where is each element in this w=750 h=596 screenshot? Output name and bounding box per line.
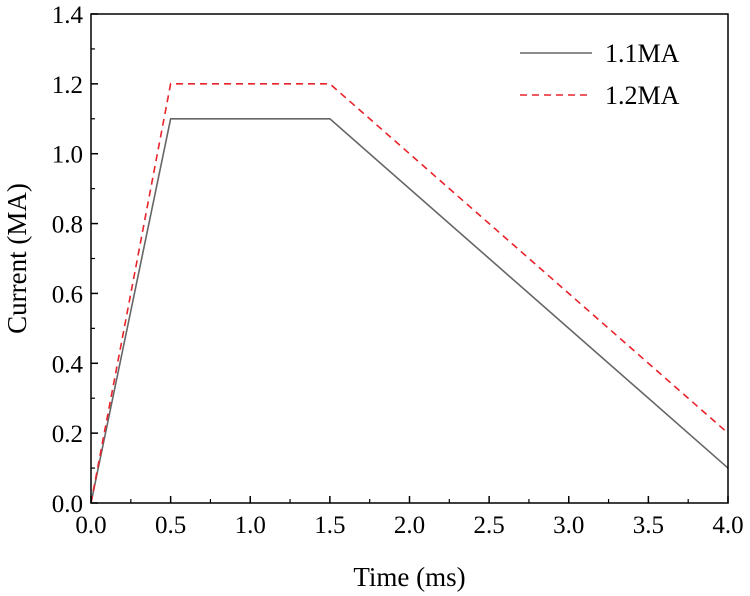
y-tick-label: 1.2 bbox=[52, 72, 83, 99]
series-layer bbox=[90, 83, 729, 504]
x-tick-label: 2.5 bbox=[474, 512, 505, 539]
y-tick-label: 1.4 bbox=[52, 2, 84, 29]
y-tick-label: 1.0 bbox=[52, 142, 83, 169]
x-tick-label: 2.0 bbox=[394, 512, 425, 539]
legend: 1.1MA 1.2MA bbox=[520, 39, 680, 110]
x-tick-label: 0.5 bbox=[155, 512, 186, 539]
x-tick-label: 0.0 bbox=[75, 512, 106, 539]
x-tick-label: 3.5 bbox=[633, 512, 664, 539]
x-tick-label: 4.0 bbox=[712, 512, 743, 539]
series-line-1-2ma bbox=[90, 83, 729, 504]
x-axis-title: Time (ms) bbox=[353, 562, 465, 592]
y-tick-label: 0.4 bbox=[52, 351, 84, 378]
y-axis-title: Current (MA) bbox=[2, 183, 32, 334]
ticks-layer: 0.0 0.5 1.0 1.5 2.0 2.5 3.0 3.5 4.0 0.0 0.2 0.4 0.6 0… bbox=[52, 2, 744, 539]
legend-label: 1.2MA bbox=[605, 81, 680, 110]
y-tick-label: 0.2 bbox=[52, 421, 83, 448]
y-tick-label: 0.6 bbox=[52, 281, 83, 308]
x-tick-label: 1.5 bbox=[314, 512, 345, 539]
legend-label: 1.1MA bbox=[605, 39, 680, 68]
y-tick-label: 0.8 bbox=[52, 212, 83, 239]
x-tick-label: 3.0 bbox=[553, 512, 584, 539]
y-tick-label: 0.0 bbox=[52, 491, 83, 518]
x-tick-label: 1.0 bbox=[235, 512, 266, 539]
series-line-1-1ma bbox=[90, 117, 729, 504]
